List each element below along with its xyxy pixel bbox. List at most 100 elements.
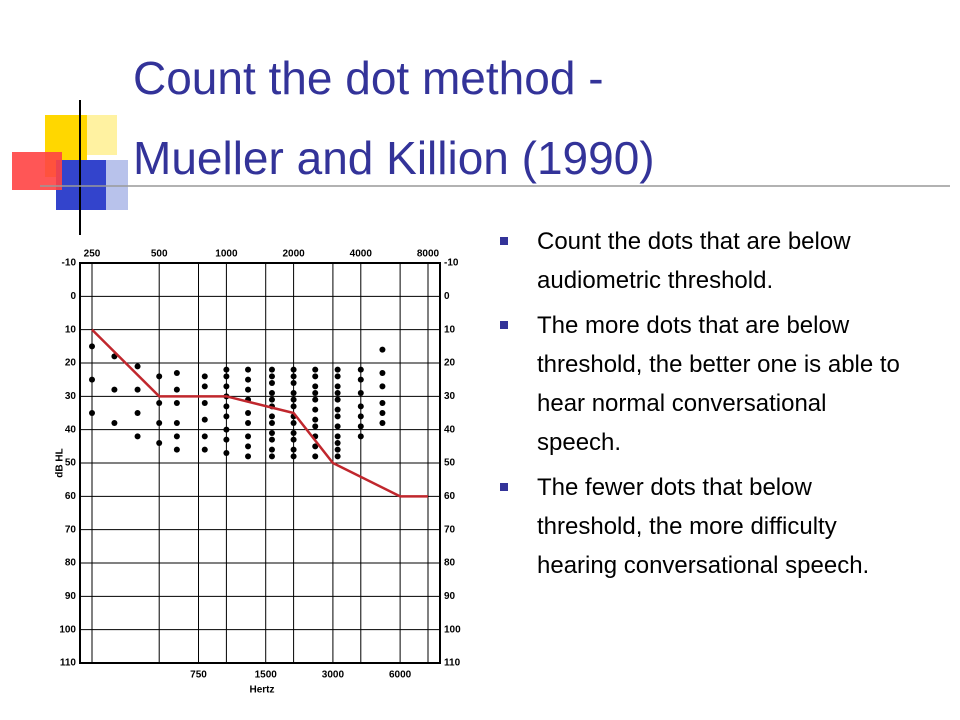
- speech-dot: [312, 373, 319, 380]
- y-tick-label: 80: [444, 558, 456, 569]
- speech-dot: [334, 396, 341, 403]
- y-tick-label: 50: [444, 458, 456, 469]
- speech-dot: [290, 396, 297, 403]
- speech-dot: [290, 430, 297, 436]
- speech-dot: [379, 383, 386, 390]
- speech-dot: [379, 370, 386, 376]
- y-tick-label: 0: [444, 291, 450, 302]
- speech-dot: [334, 373, 341, 380]
- y-tick-label: 0: [70, 291, 76, 302]
- speech-dot: [156, 440, 163, 446]
- speech-dot: [379, 410, 386, 416]
- speech-dot: [223, 373, 230, 380]
- speech-dot: [245, 433, 252, 440]
- speech-dot: [111, 420, 118, 426]
- y-tick-label: 20: [444, 358, 456, 369]
- speech-dot: [89, 376, 95, 383]
- speech-dot: [312, 390, 319, 396]
- speech-dot: [357, 413, 364, 420]
- speech-dot: [134, 433, 141, 440]
- y-tick-label: 30: [444, 391, 456, 402]
- y-tick-label: 110: [60, 658, 77, 669]
- top-tick-label: 2000: [282, 249, 305, 260]
- speech-dot: [268, 396, 275, 403]
- bottom-tick-label: 1500: [255, 670, 278, 681]
- speech-dot: [312, 453, 319, 460]
- speech-dot: [89, 343, 95, 350]
- speech-dot: [357, 366, 364, 373]
- speech-dot: [290, 420, 297, 426]
- bullet-list: Count the dots that are below audiometri…: [500, 222, 900, 591]
- speech-dot: [173, 386, 180, 393]
- y-tick-label: 60: [444, 491, 456, 502]
- speech-dot: [134, 386, 141, 393]
- top-tick-label: 4000: [350, 249, 373, 260]
- speech-dot: [245, 453, 252, 460]
- bottom-tick-label: 3000: [322, 670, 345, 681]
- speech-dot: [134, 410, 141, 416]
- speech-dot: [379, 400, 386, 406]
- speech-dot: [111, 386, 118, 393]
- speech-dot: [290, 453, 297, 460]
- speech-dot: [245, 386, 252, 393]
- speech-dot: [334, 390, 341, 396]
- speech-dot: [201, 433, 208, 440]
- yellow-tint: [87, 115, 117, 155]
- y-tick-label: -10: [62, 258, 77, 269]
- speech-dot: [357, 376, 364, 383]
- speech-dot: [357, 423, 364, 430]
- top-tick-label: 8000: [417, 249, 440, 260]
- speech-dot: [201, 416, 208, 423]
- speech-dot: [156, 400, 163, 406]
- speech-dot: [357, 403, 364, 410]
- title-line: Count the dot method -: [133, 52, 604, 104]
- audiogram: dB HL Hertz -10 -10 0 0 10 10 20 20 30 30 40 40 50 50…: [55, 249, 461, 696]
- y-tick-label: -10: [444, 258, 459, 269]
- speech-dot: [173, 433, 180, 440]
- speech-dot: [312, 416, 319, 423]
- speech-dot: [223, 403, 230, 410]
- speech-dot: [312, 366, 319, 373]
- speech-dot: [201, 400, 208, 406]
- speech-dot: [312, 406, 319, 413]
- speech-dot: [173, 420, 180, 426]
- y-tick-label: 70: [65, 524, 77, 535]
- red-square: [12, 152, 62, 190]
- y-tick-label: 40: [65, 424, 77, 435]
- speech-dot: [268, 413, 275, 420]
- plot-frame: [79, 262, 441, 664]
- y-tick-label: 40: [444, 424, 456, 435]
- top-tick-label: 250: [84, 249, 101, 260]
- speech-dot: [268, 380, 275, 386]
- speech-dot: [334, 383, 341, 390]
- y-tick-label: 50: [65, 458, 77, 469]
- title-line: Mueller and Killion (1990): [133, 132, 655, 184]
- speech-dot: [290, 436, 297, 443]
- speech-dot: [312, 383, 319, 390]
- bottom-tick-label: 750: [190, 670, 207, 681]
- speech-dot: [290, 403, 297, 410]
- speech-dot: [312, 423, 319, 430]
- speech-dot: [268, 446, 275, 453]
- speech-dot: [245, 410, 252, 416]
- speech-dot: [245, 420, 252, 426]
- speech-dot: [334, 440, 341, 446]
- y-tick-label: 10: [65, 324, 77, 335]
- speech-dot: [290, 446, 297, 453]
- title: Count the dot method - Mueller and Killio…: [133, 38, 655, 198]
- speech-dot: [268, 390, 275, 396]
- speech-dot: [201, 446, 208, 453]
- speech-dot: [268, 436, 275, 443]
- speech-dot: [334, 413, 341, 420]
- speech-dot: [290, 366, 297, 373]
- speech-dot: [223, 413, 230, 420]
- x-axis-label: Hertz: [249, 685, 274, 696]
- bottom-tick-label: 6000: [389, 670, 412, 681]
- speech-dot: [245, 443, 252, 450]
- y-tick-label: 10: [444, 324, 456, 335]
- y-tick-label: 90: [65, 591, 77, 602]
- y-tick-label: 100: [59, 624, 76, 635]
- y-tick-label: 80: [65, 558, 77, 569]
- speech-dot: [223, 426, 230, 433]
- speech-dot: [379, 346, 386, 353]
